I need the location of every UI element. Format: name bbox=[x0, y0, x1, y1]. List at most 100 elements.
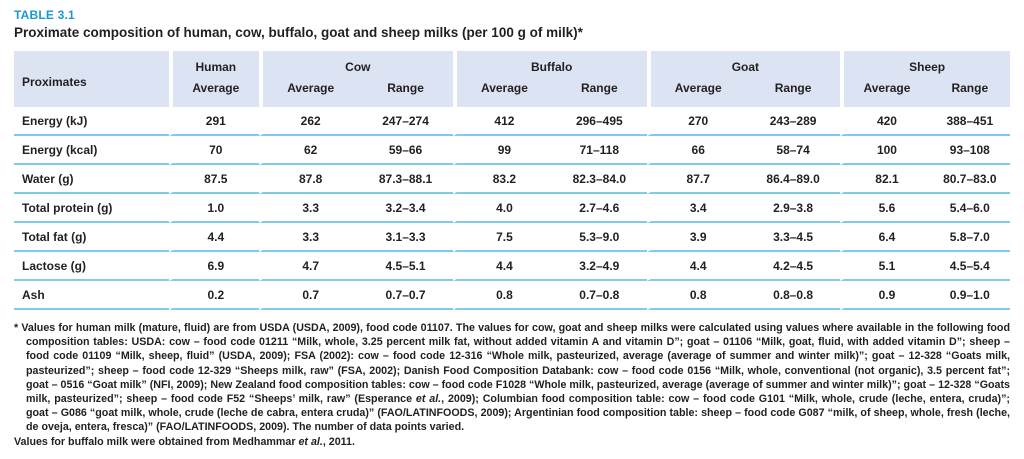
cell-human-average: 0.2 bbox=[168, 281, 259, 310]
cell-cow-average: 262 bbox=[258, 107, 359, 136]
footnote-buffalo-note: Values for buffalo milk were obtained fr… bbox=[14, 435, 355, 448]
column-group-sheep: Sheep bbox=[840, 51, 1010, 77]
cell-goat-range: 4.2–4.5 bbox=[745, 252, 841, 281]
table-row-ash: Ash 0.2 0.7 0.7–0.7 0.8 0.7–0.8 0.8 0.8–… bbox=[14, 281, 1010, 310]
header-sub-row: Average Average Range Average Range Aver… bbox=[14, 77, 1010, 107]
cell-human-average: 6.9 bbox=[168, 252, 259, 281]
cell-human-average: 291 bbox=[168, 107, 259, 136]
cell-goat-range: 3.3–4.5 bbox=[745, 223, 841, 252]
cell-cow-average: 4.7 bbox=[258, 252, 359, 281]
cell-goat-range: 58–74 bbox=[745, 136, 841, 165]
cell-sheep-range: 80.7–83.0 bbox=[929, 165, 1010, 194]
cell-cow-average: 3.3 bbox=[258, 194, 359, 223]
subheader-human-average: Average bbox=[168, 77, 259, 107]
cell-sheep-range: 93–108 bbox=[929, 136, 1010, 165]
cell-goat-range: 2.9–3.8 bbox=[745, 194, 841, 223]
cell-sheep-range: 5.4–6.0 bbox=[929, 194, 1010, 223]
cell-buffalo-range: 71–118 bbox=[552, 136, 647, 165]
table-footnote: * Values for human milk (mature, fluid) … bbox=[14, 321, 1010, 449]
header-group-row: Proximates Human Cow Buffalo Goat Sheep bbox=[14, 51, 1010, 107]
table-header: Proximates Human Cow Buffalo Goat Sheep … bbox=[14, 51, 1010, 107]
cell-cow-range: 4.5–5.1 bbox=[358, 252, 453, 281]
cell-sheep-range: 0.9–1.0 bbox=[929, 281, 1010, 310]
column-header-proximates: Proximates bbox=[14, 51, 169, 107]
cell-sheep-range: 5.8–7.0 bbox=[929, 223, 1010, 252]
cell-goat-range: 243–289 bbox=[745, 107, 841, 136]
cell-buffalo-average: 7.5 bbox=[452, 223, 553, 252]
cell-goat-average: 3.4 bbox=[646, 194, 746, 223]
cell-cow-range: 87.3–88.1 bbox=[358, 165, 453, 194]
cell-buffalo-range: 2.7–4.6 bbox=[552, 194, 647, 223]
table-caption: Proximate composition of human, cow, buf… bbox=[14, 25, 583, 40]
row-label: Water (g) bbox=[14, 165, 169, 194]
cell-goat-average: 87.7 bbox=[646, 165, 746, 194]
subheader-sheep-average: Average bbox=[840, 77, 930, 107]
cell-buffalo-average: 412 bbox=[452, 107, 553, 136]
column-group-goat: Goat bbox=[646, 51, 841, 77]
table-body: Energy (kJ) 291 262 247–274 412 296–495 … bbox=[14, 107, 1010, 310]
cell-buffalo-range: 3.2–4.9 bbox=[552, 252, 647, 281]
cell-goat-range: 0.8–0.8 bbox=[745, 281, 841, 310]
cell-sheep-range: 4.5–5.4 bbox=[929, 252, 1010, 281]
cell-cow-range: 3.2–3.4 bbox=[358, 194, 453, 223]
cell-goat-average: 66 bbox=[646, 136, 746, 165]
subheader-buffalo-average: Average bbox=[452, 77, 553, 107]
row-label: Energy (kcal) bbox=[14, 136, 169, 165]
cell-cow-range: 3.1–3.3 bbox=[358, 223, 453, 252]
cell-buffalo-average: 0.8 bbox=[452, 281, 553, 310]
cell-sheep-average: 0.9 bbox=[840, 281, 930, 310]
cell-cow-average: 62 bbox=[258, 136, 359, 165]
table-row-energy-kcal: Energy (kcal) 70 62 59–66 99 71–118 66 5… bbox=[14, 136, 1010, 165]
cell-buffalo-range: 5.3–9.0 bbox=[552, 223, 647, 252]
cell-goat-average: 0.8 bbox=[646, 281, 746, 310]
cell-sheep-average: 5.1 bbox=[840, 252, 930, 281]
cell-human-average: 70 bbox=[168, 136, 259, 165]
cell-sheep-average: 100 bbox=[840, 136, 930, 165]
table-row-total-fat: Total fat (g) 4.4 3.3 3.1–3.3 7.5 5.3–9.… bbox=[14, 223, 1010, 252]
cell-cow-range: 247–274 bbox=[358, 107, 453, 136]
subheader-cow-range: Range bbox=[358, 77, 453, 107]
row-label: Ash bbox=[14, 281, 169, 310]
cell-cow-average: 87.8 bbox=[258, 165, 359, 194]
cell-goat-range: 86.4–89.0 bbox=[745, 165, 841, 194]
cell-cow-range: 0.7–0.7 bbox=[358, 281, 453, 310]
cell-goat-average: 270 bbox=[646, 107, 746, 136]
cell-cow-range: 59–66 bbox=[358, 136, 453, 165]
footnote-sources-paragraph: * Values for human milk (mature, fluid) … bbox=[14, 322, 1010, 434]
document-page: TABLE 3.1 Proximate composition of human… bbox=[14, 8, 1010, 449]
cell-sheep-average: 82.1 bbox=[840, 165, 930, 194]
cell-cow-average: 0.7 bbox=[258, 281, 359, 310]
cell-buffalo-average: 99 bbox=[452, 136, 553, 165]
row-label: Lactose (g) bbox=[14, 252, 169, 281]
row-label: Energy (kJ) bbox=[14, 107, 169, 136]
milk-composition-table: Proximates Human Cow Buffalo Goat Sheep … bbox=[14, 51, 1010, 310]
cell-buffalo-average: 83.2 bbox=[452, 165, 553, 194]
row-label: Total fat (g) bbox=[14, 223, 169, 252]
cell-buffalo-range: 0.7–0.8 bbox=[552, 281, 647, 310]
subheader-goat-average: Average bbox=[646, 77, 746, 107]
row-label: Total protein (g) bbox=[14, 194, 169, 223]
column-group-buffalo: Buffalo bbox=[452, 51, 647, 77]
table-row-lactose: Lactose (g) 6.9 4.7 4.5–5.1 4.4 3.2–4.9 … bbox=[14, 252, 1010, 281]
subheader-goat-range: Range bbox=[745, 77, 841, 107]
cell-sheep-range: 388–451 bbox=[929, 107, 1010, 136]
subheader-buffalo-range: Range bbox=[552, 77, 647, 107]
table-row-total-protein: Total protein (g) 1.0 3.3 3.2–3.4 4.0 2.… bbox=[14, 194, 1010, 223]
cell-human-average: 4.4 bbox=[168, 223, 259, 252]
table-number-label: TABLE 3.1 bbox=[14, 8, 75, 22]
cell-sheep-average: 6.4 bbox=[840, 223, 930, 252]
cell-cow-average: 3.3 bbox=[258, 223, 359, 252]
cell-buffalo-range: 296–495 bbox=[552, 107, 647, 136]
column-group-cow: Cow bbox=[258, 51, 453, 77]
subheader-sheep-range: Range bbox=[929, 77, 1010, 107]
table-row-energy-kj: Energy (kJ) 291 262 247–274 412 296–495 … bbox=[14, 107, 1010, 136]
column-group-human: Human bbox=[168, 51, 259, 77]
cell-buffalo-range: 82.3–84.0 bbox=[552, 165, 647, 194]
cell-human-average: 1.0 bbox=[168, 194, 259, 223]
cell-sheep-average: 5.6 bbox=[840, 194, 930, 223]
cell-human-average: 87.5 bbox=[168, 165, 259, 194]
cell-sheep-average: 420 bbox=[840, 107, 930, 136]
table-row-water: Water (g) 87.5 87.8 87.3–88.1 83.2 82.3–… bbox=[14, 165, 1010, 194]
cell-goat-average: 3.9 bbox=[646, 223, 746, 252]
subheader-cow-average: Average bbox=[258, 77, 359, 107]
